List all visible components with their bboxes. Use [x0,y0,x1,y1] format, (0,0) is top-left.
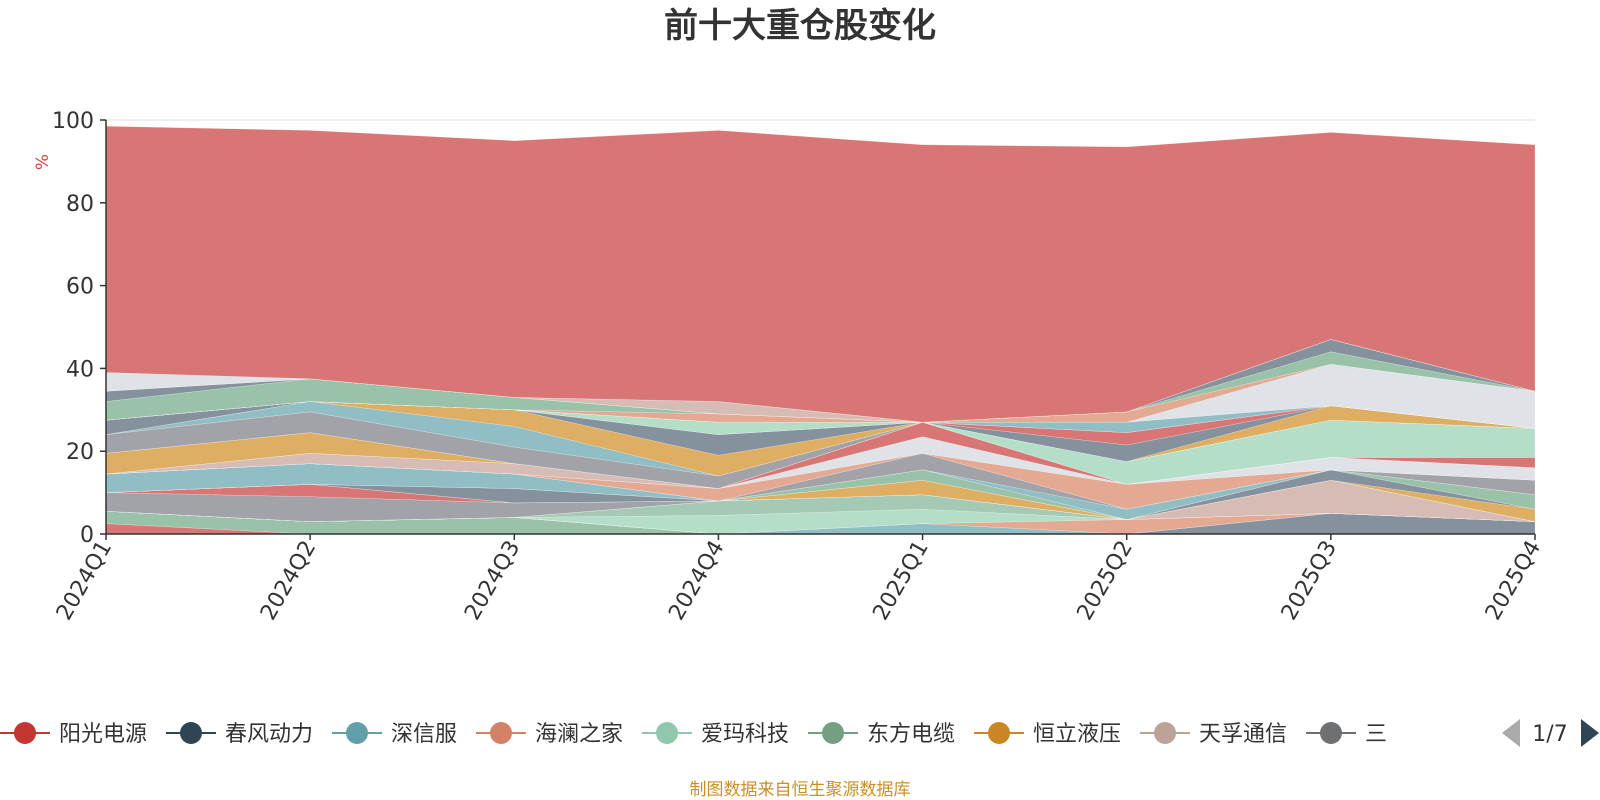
x-tick-label-3: 2024Q4 [664,537,729,625]
legend-marker-7 [1154,722,1176,744]
legend-label-0: 阳光电源 [59,722,147,747]
y-tick-label-5: 100 [52,109,94,134]
legend-item-1[interactable]: 春风动力 [166,722,313,747]
legend: 阳光电源 春风动力 深信服 海澜之家 爱玛科技 东方电缆 恒立液压 天孚通信 三 1/7 [0,719,1599,747]
x-tick-label-4: 2025Q1 [868,537,933,625]
legend-marker-8 [1320,722,1342,744]
x-tick-label-2: 2024Q3 [460,537,525,625]
x-tick-label-5: 2025Q2 [1073,537,1138,625]
legend-marker-0 [14,722,36,744]
legend-item-7[interactable]: 天孚通信 [1140,722,1287,747]
chart-title: 前十大重仓股变化 [664,6,936,46]
y-tick-label-0: 0 [80,523,94,548]
legend-item-0[interactable]: 阳光电源 [0,722,147,747]
y-tick-label-1: 20 [66,440,94,465]
area-series [105,125,1536,535]
legend-marker-3 [490,722,512,744]
legend-label-4: 爱玛科技 [701,722,789,747]
x-tick-label-7: 2025Q4 [1481,537,1546,625]
legend-label-5: 东方电缆 [867,722,955,747]
x-tick-label-1: 2024Q2 [256,537,321,625]
legend-label-2: 深信服 [391,722,457,747]
legend-prev-icon[interactable] [1502,719,1520,747]
legend-marker-6 [988,722,1010,744]
legend-item-5[interactable]: 东方电缆 [808,722,955,747]
source-note: 制图数据来自恒生聚源数据库 [690,780,911,800]
legend-marker-2 [346,722,368,744]
legend-next-icon[interactable] [1581,719,1599,747]
legend-label-7: 天孚通信 [1199,722,1287,747]
y-tick-label-2: 40 [66,357,94,382]
legend-item-3[interactable]: 海澜之家 [476,722,623,747]
legend-label-1: 春风动力 [225,722,313,747]
legend-page-indicator: 1/7 [1532,722,1567,747]
legend-items: 阳光电源 春风动力 深信服 海澜之家 爱玛科技 东方电缆 恒立液压 天孚通信 三 [0,722,1387,747]
legend-marker-1 [180,722,202,744]
legend-label-3: 海澜之家 [535,722,623,747]
y-tick-label-4: 80 [66,192,94,217]
y-axis-unit: % [33,154,53,170]
legend-label-6: 恒立液压 [1033,722,1121,747]
legend-item-2[interactable]: 深信服 [332,722,457,747]
x-tick-label-0: 2024Q1 [52,537,117,625]
legend-item-8[interactable]: 三 [1306,722,1387,747]
x-tick-label-6: 2025Q3 [1277,537,1342,625]
legend-label-8: 三 [1365,722,1387,747]
legend-item-6[interactable]: 恒立液压 [974,722,1121,747]
legend-item-4[interactable]: 爱玛科技 [642,722,789,747]
legend-marker-4 [656,722,678,744]
area-band-34[interactable] [105,125,1536,423]
y-tick-label-3: 60 [66,275,94,300]
legend-marker-5 [822,722,844,744]
